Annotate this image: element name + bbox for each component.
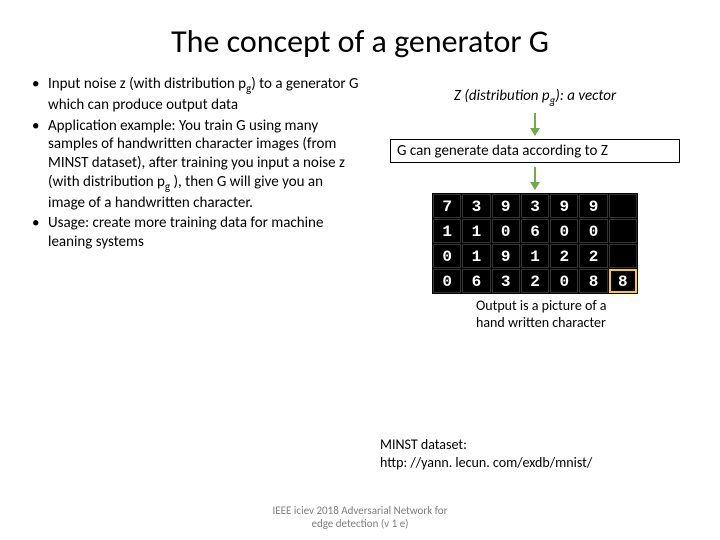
digit-cell: 0 (433, 244, 461, 268)
digit-cell: 9 (579, 194, 607, 218)
digit-cell: 1 (462, 244, 490, 268)
digit-cell: 9 (550, 194, 578, 218)
slide-title: The concept of a generator G (0, 0, 720, 69)
left-column: Input noise z (with distribution pg) to … (30, 75, 370, 332)
digit-cell: 9 (492, 244, 520, 268)
digit-cell (609, 194, 637, 218)
digit-cell: 0 (550, 219, 578, 243)
digit-cell: 3 (492, 269, 520, 293)
digit-cell: 6 (462, 269, 490, 293)
output-caption: Output is a picture of a hand written ch… (380, 298, 690, 332)
right-column: Z (distribution pg): a vector G can gene… (370, 75, 690, 332)
digit-cell: 7 (433, 194, 461, 218)
digit-cell: 0 (433, 269, 461, 293)
digit-cell (609, 219, 637, 243)
digit-cell: 0 (492, 219, 520, 243)
digit-cell: 1 (462, 219, 490, 243)
digit-cell: 1 (433, 219, 461, 243)
digit-cell: 9 (492, 194, 520, 218)
digit-cell: 3 (462, 194, 490, 218)
digit-cell: 3 (521, 194, 549, 218)
bullet-list: Input noise z (with distribution pg) to … (30, 75, 360, 252)
content-area: Input noise z (with distribution pg) to … (0, 69, 720, 332)
mnist-digit-grid: 7393991106000191220632088 (432, 193, 638, 294)
z-vector-label: Z (distribution pg): a vector (380, 87, 690, 107)
digit-cell: 0 (550, 269, 578, 293)
bullet-item: Application example: You train G using m… (30, 117, 360, 213)
generator-box: G can generate data according to Z (390, 139, 680, 163)
bullet-item: Usage: create more training data for mac… (30, 214, 360, 252)
digit-cell: 2 (579, 244, 607, 268)
digit-cell: 6 (521, 219, 549, 243)
digit-cell: 2 (550, 244, 578, 268)
digit-cell: 8 (579, 269, 607, 293)
bullet-item: Input noise z (with distribution pg) to … (30, 75, 360, 115)
slide-footer: IEEE iciev 2018 Adversarial Network for … (0, 504, 720, 530)
minst-citation: MINST dataset: http: //yann. lecun. com/… (380, 436, 592, 471)
arrow-down-icon (534, 167, 536, 189)
digit-cell (609, 244, 637, 268)
digit-cell: 2 (521, 269, 549, 293)
digit-cell: 0 (579, 219, 607, 243)
digit-cell: 1 (521, 244, 549, 268)
digit-cell: 8 (609, 269, 637, 293)
arrow-down-icon (534, 113, 536, 135)
